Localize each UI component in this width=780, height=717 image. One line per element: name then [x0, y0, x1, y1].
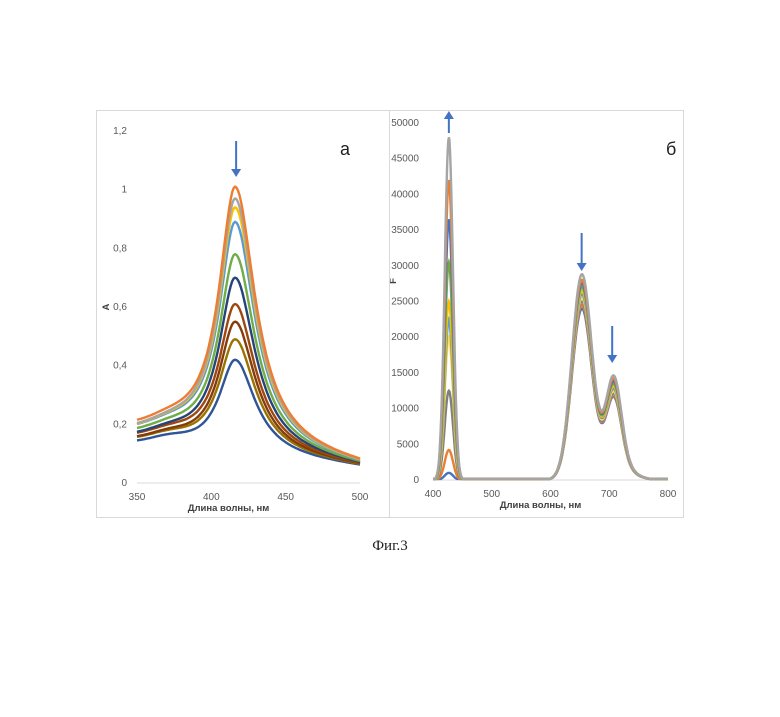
- peak-arrow-head: [231, 169, 241, 177]
- x-tick-label: 350: [129, 492, 146, 503]
- series-line: [433, 305, 668, 479]
- y-tick-label: 20000: [391, 332, 419, 343]
- series-line: [137, 199, 360, 459]
- y-tick-label: 0,2: [113, 419, 127, 430]
- arrow-down-1-head: [577, 263, 587, 271]
- panel-label: б: [666, 139, 676, 159]
- y-tick-label: 0,4: [113, 361, 127, 372]
- x-tick-label: 400: [425, 489, 442, 500]
- y-tick-label: 15000: [391, 368, 419, 379]
- x-axis-title: Длина волны, нм: [500, 500, 582, 511]
- x-tick-label: 700: [601, 489, 618, 500]
- panel-label: а: [340, 139, 351, 159]
- x-axis-title: Длина волны, нм: [188, 503, 270, 514]
- y-tick-label: 50000: [391, 118, 419, 129]
- y-tick-label: 40000: [391, 189, 419, 200]
- y-tick-label: 5000: [397, 439, 420, 450]
- y-tick-label: 45000: [391, 154, 419, 165]
- x-tick-label: 500: [483, 489, 500, 500]
- y-axis-title: A: [101, 303, 112, 310]
- series-line: [433, 309, 668, 479]
- x-tick-label: 400: [203, 492, 220, 503]
- series-line: [433, 137, 668, 479]
- y-tick-label: 10000: [391, 404, 419, 415]
- y-tick-label: 0: [413, 475, 419, 486]
- x-tick-label: 800: [660, 489, 677, 500]
- series-line: [433, 298, 668, 479]
- y-tick-label: 1,2: [113, 126, 127, 137]
- y-tick-label: 25000: [391, 297, 419, 308]
- y-tick-label: 1: [121, 185, 127, 196]
- y-tick-label: 35000: [391, 225, 419, 236]
- y-tick-label: 30000: [391, 261, 419, 272]
- absorbance-chart: 0 0,2 0,4 0,6 0,8 1 1,2 350 400 450 500 Длина волны…: [97, 111, 390, 517]
- chart-panel-a: 0 0,2 0,4 0,6 0,8 1 1,2 350 400 450 500 Длина волны…: [96, 110, 391, 518]
- x-tick-label: 600: [542, 489, 559, 500]
- series-line: [433, 262, 668, 479]
- arrow-down-2-head: [607, 355, 617, 363]
- chart-panel-b: 0 5000 10000 15000 20000 25000 30000 35000 40000…: [389, 110, 684, 518]
- series-line: [433, 294, 668, 479]
- y-tick-label: 0: [121, 478, 127, 489]
- y-tick-label: 0,6: [113, 302, 127, 313]
- series-line: [433, 180, 668, 479]
- series-line: [433, 219, 668, 479]
- y-axis-title: F: [390, 278, 399, 284]
- y-tick-label: 0,8: [113, 243, 127, 254]
- x-tick-label: 450: [277, 492, 294, 503]
- arrow-up-0-head: [444, 111, 454, 119]
- figure-caption: Фиг.3: [0, 538, 780, 555]
- x-tick-label: 500: [352, 492, 369, 503]
- series-line: [433, 291, 668, 479]
- series-line: [433, 301, 668, 479]
- fluorescence-chart: 0 5000 10000 15000 20000 25000 30000 35000 40000…: [390, 111, 683, 517]
